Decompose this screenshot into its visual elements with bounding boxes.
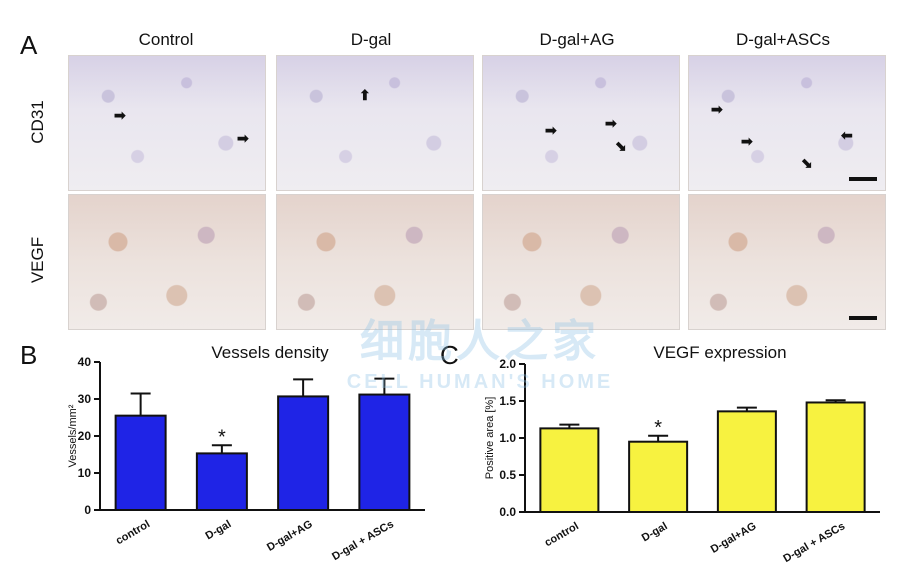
arrow-icon: ⬊ — [801, 155, 813, 171]
x-tick-label: D-gal+AG — [265, 518, 315, 554]
y-tick-label: 1.0 — [499, 431, 516, 445]
y-tick-label: 10 — [78, 466, 92, 480]
bar — [195, 452, 248, 511]
x-tick-label: control — [543, 520, 581, 549]
x-tick-label: D-gal + ASCs — [781, 520, 847, 565]
column-label-dgal-ag: D-gal+AG — [539, 30, 615, 49]
arrow-icon: ➡ — [237, 130, 249, 146]
micrograph-vegf-control — [68, 194, 266, 330]
y-tick-label: 0.5 — [499, 468, 516, 482]
panel-b-letter: B — [20, 340, 38, 370]
column-label-dgal-ascs: D-gal+ASCs — [735, 30, 830, 49]
y-tick-label: 0.0 — [499, 505, 516, 519]
micrograph-vegf-dgal-ag — [482, 194, 680, 330]
x-tick-label: control — [114, 518, 152, 547]
column-label-control: Control — [138, 30, 194, 49]
micrograph-vegf-dgal-ascs — [688, 194, 886, 330]
arrow-icon: ⬅ — [841, 127, 853, 143]
chart-title: Vessels density — [211, 343, 329, 362]
arrow-icon: ➡ — [711, 101, 723, 117]
bar — [628, 440, 689, 513]
significance-marker: * — [218, 426, 226, 448]
bar — [805, 401, 866, 513]
micrograph-cd31-control: ➡ ➡ — [68, 55, 266, 191]
micrograph-cd31-dgal-ascs: ➡ ➡ ⬅ ⬊ — [688, 55, 886, 191]
bar — [716, 410, 777, 513]
y-axis-label: Vessels/mm² — [67, 404, 79, 467]
arrow-icon: ⬆ — [359, 87, 371, 103]
micrograph-vegf-dgal — [276, 194, 474, 330]
x-tick-label: D-gal — [204, 518, 234, 542]
bar — [277, 395, 330, 511]
bar — [539, 427, 600, 513]
y-axis-label: Positive area [%] — [484, 397, 496, 480]
arrow-icon: ⬊ — [615, 138, 627, 154]
vessels-density-chart: Vessels density Vessels/mm² 0 10 20 30 40 contr… — [67, 343, 425, 563]
chart-title: VEGF expression — [653, 343, 786, 362]
micrograph-cd31-dgal: ⬆ — [276, 55, 474, 191]
x-tick-label: D-gal+AG — [709, 520, 759, 556]
x-tick-label: D-gal — [640, 520, 670, 544]
scale-bar — [849, 316, 877, 320]
bar — [358, 393, 411, 512]
row-label-vegf: VEGF — [28, 236, 47, 284]
micrograph-cd31-dgal-ag: ➡ ➡ ⬊ — [482, 55, 680, 191]
panel-a-letter: A — [20, 30, 38, 60]
panel-c-letter: C — [440, 340, 459, 370]
y-tick-label: 20 — [78, 429, 92, 443]
y-tick-label: 0 — [84, 503, 91, 517]
y-tick-label: 1.5 — [499, 394, 516, 408]
x-tick-label: D-gal + ASCs — [330, 518, 396, 563]
arrow-icon: ➡ — [545, 122, 557, 138]
arrow-icon: ➡ — [114, 107, 126, 123]
significance-marker: * — [654, 417, 662, 439]
row-label-cd31: CD31 — [28, 100, 47, 144]
vegf-expression-chart: VEGF expression Positive area [%] 0.0 0.5 1.… — [484, 343, 880, 565]
y-tick-label: 2.0 — [499, 357, 516, 371]
arrow-icon: ➡ — [741, 133, 753, 149]
bar — [114, 414, 167, 511]
y-tick-label: 40 — [78, 355, 92, 369]
y-tick-label: 30 — [78, 392, 92, 406]
column-label-dgal: D-gal — [350, 30, 392, 49]
arrow-icon: ➡ — [605, 115, 617, 131]
scale-bar — [849, 177, 877, 181]
